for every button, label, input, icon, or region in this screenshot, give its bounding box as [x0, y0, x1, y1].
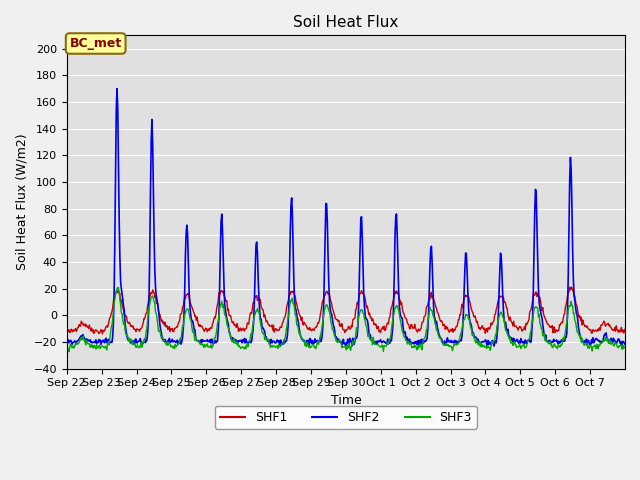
SHF2: [63, 340, 70, 346]
Legend: SHF1, SHF2, SHF3: SHF1, SHF2, SHF3: [215, 406, 477, 429]
SHF3: [436, 336, 444, 341]
Line: SHF1: SHF1: [67, 287, 625, 334]
SHF2: [259, 325, 267, 331]
SHF3: [130, 342, 138, 348]
SHF1: [63, 329, 70, 335]
Text: BC_met: BC_met: [70, 37, 122, 50]
SHF1: [436, 315, 444, 321]
SHF2: [113, 86, 121, 92]
SHF1: [129, 323, 137, 329]
Y-axis label: Soil Heat Flux (W/m2): Soil Heat Flux (W/m2): [15, 133, 28, 270]
Line: SHF3: SHF3: [67, 288, 625, 352]
SHF1: [280, 314, 288, 320]
SHF3: [405, 340, 413, 346]
SHF3: [281, 336, 289, 341]
SHF2: [621, 342, 629, 348]
SHF3: [621, 344, 629, 349]
Line: SHF2: SHF2: [67, 89, 625, 347]
Title: Soil Heat Flux: Soil Heat Flux: [293, 15, 399, 30]
SHF3: [260, 332, 268, 337]
SHF1: [621, 326, 629, 332]
SHF2: [305, 344, 313, 349]
SHF1: [99, 331, 106, 336]
SHF1: [567, 284, 575, 290]
SHF2: [232, 336, 239, 342]
SHF1: [232, 323, 239, 328]
SHF2: [436, 335, 444, 341]
SHF2: [280, 337, 288, 343]
SHF3: [115, 285, 122, 290]
X-axis label: Time: Time: [330, 394, 361, 407]
SHF1: [404, 321, 412, 327]
SHF2: [129, 338, 137, 344]
SHF3: [65, 349, 73, 355]
SHF1: [259, 307, 267, 313]
SHF3: [63, 344, 70, 349]
SHF2: [405, 338, 413, 344]
SHF3: [232, 340, 240, 346]
